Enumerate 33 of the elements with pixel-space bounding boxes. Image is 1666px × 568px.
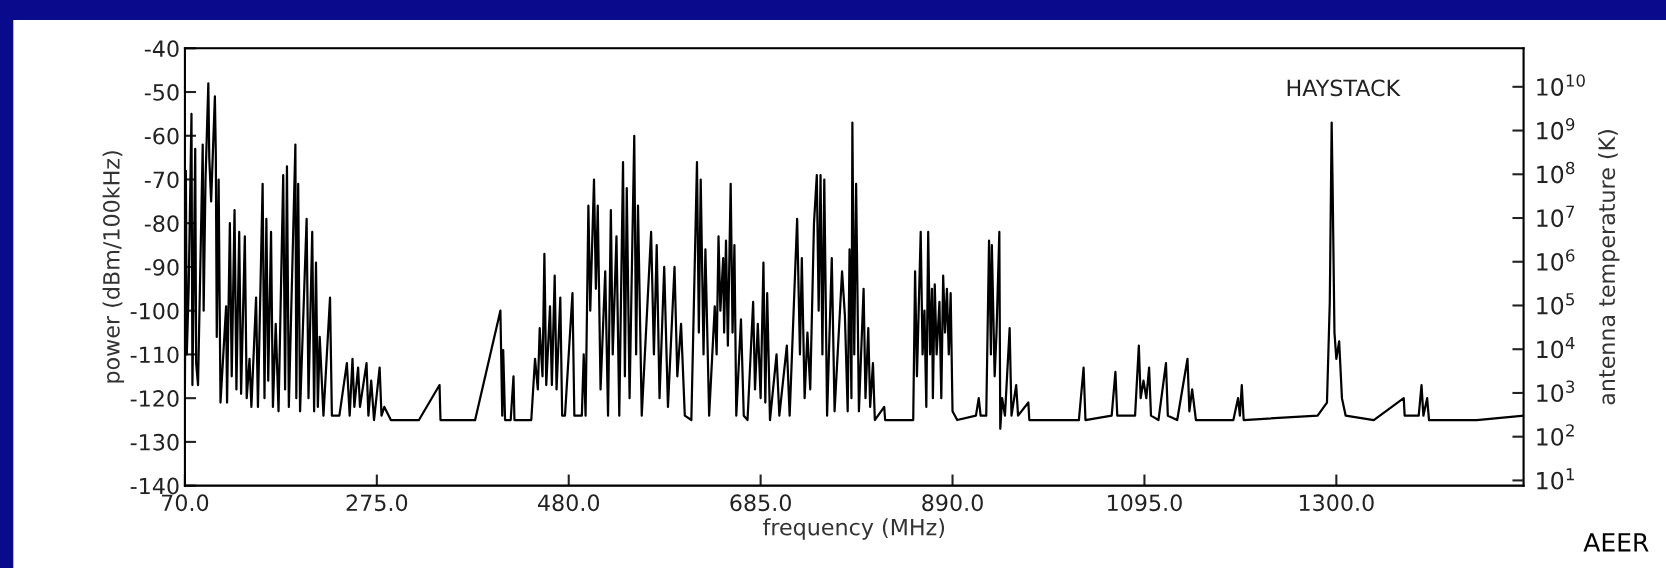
y-tick-label: -100: [130, 302, 179, 320]
y2-tick-label: 10$^{5}$: [1537, 293, 1575, 315]
y2-tick-label: 10$^{2}$: [1537, 424, 1574, 446]
y2-tick-label: 10$^{4}$: [1537, 336, 1575, 359]
x-tick-label: 685.0: [730, 494, 791, 512]
x-tick-label: 1300.0: [1299, 494, 1374, 512]
y2-tick-label: 10$^{7}$: [1537, 205, 1575, 228]
text: AEER: [1583, 533, 1649, 552]
y-tick-label: -110: [130, 346, 179, 364]
y2-tick-label: 10$^{8}$: [1537, 161, 1575, 184]
x-tick-label: 70.0: [162, 494, 209, 512]
y-tick-label: -60: [144, 127, 179, 145]
y-tick-label: -120: [130, 390, 179, 407]
y2-tick-label: 10$^{10}$: [1537, 74, 1585, 96]
y-tick-label: -130: [130, 433, 179, 451]
x-tick-label: 480.0: [538, 494, 600, 512]
y2-axis-title: antenna temperature (K): [1597, 130, 1620, 405]
x-tick-label: 275.0: [346, 494, 408, 512]
y2-tick-label: 10$^{9}$: [1537, 118, 1575, 140]
annotation: HAYSTACK: [1287, 79, 1401, 97]
y2-tick-label: 10$^{3}$: [1537, 380, 1575, 403]
y-tick-label: -90: [144, 258, 179, 276]
y-tick-label: -140: [130, 477, 179, 495]
y-axis-title: power (dBm/100kHz): [102, 151, 125, 383]
y-tick-label: -70: [144, 171, 179, 189]
x-tick-label: 1095.0: [1108, 494, 1182, 512]
y-tick-label: -40: [144, 40, 179, 58]
y2-tick-label: 10$^{1}$: [1537, 468, 1574, 490]
x-axis-title: frequency (MHz): [763, 518, 945, 540]
y2-tick-label: 10$^{6}$: [1537, 249, 1575, 271]
y-tick-label: -80: [144, 215, 179, 232]
y-tick-label: -50: [144, 83, 179, 101]
x-tick-label: 890.0: [922, 494, 983, 512]
